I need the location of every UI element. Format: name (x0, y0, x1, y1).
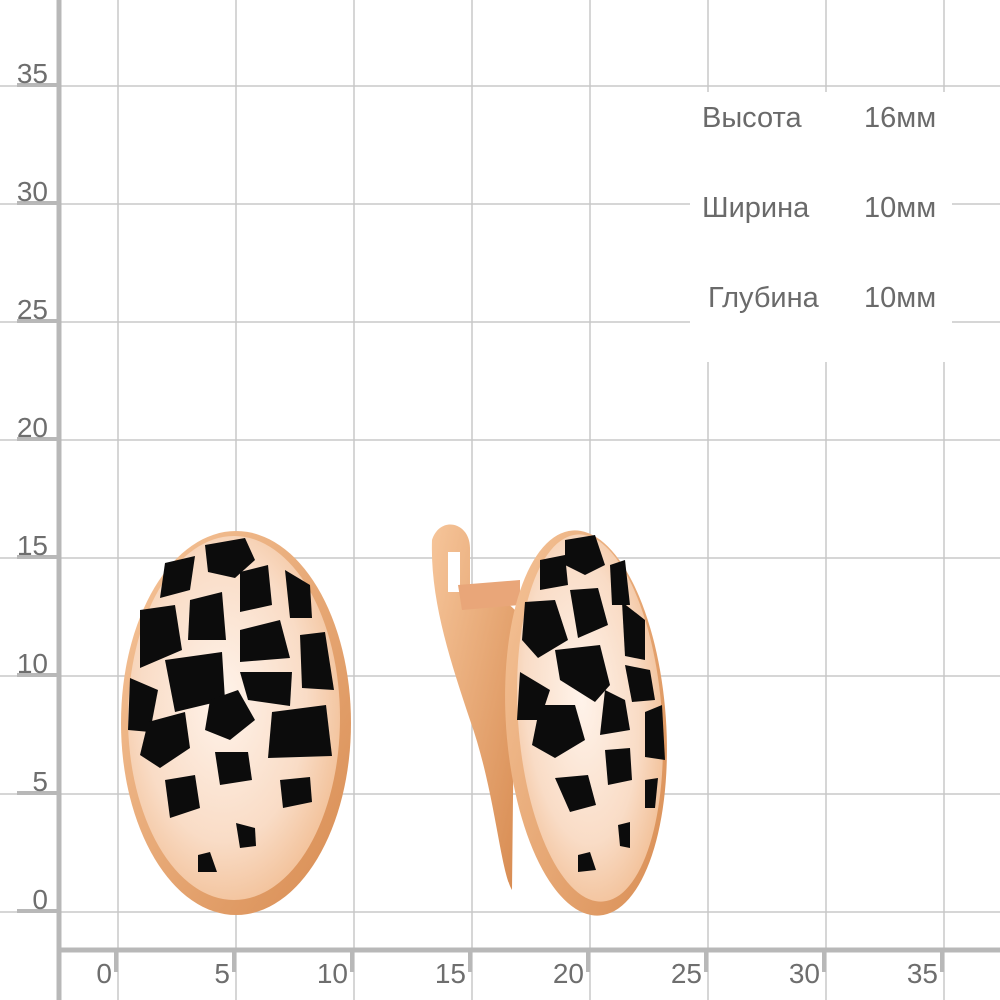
x-tick-label: 10 (316, 958, 348, 989)
y-tick-label: 10 (16, 648, 48, 679)
spec-depth: Глубина 10мм (690, 272, 952, 362)
x-tick-label: 0 (96, 958, 112, 989)
spec-value: 10мм (864, 192, 937, 224)
spec-label: Ширина (702, 192, 810, 224)
x-tick-label: 35 (906, 958, 938, 989)
y-tick-label: 15 (16, 530, 48, 561)
x-tick-label: 20 (552, 958, 584, 989)
y-tick-label: 35 (16, 58, 48, 89)
y-tick-label: 30 (16, 176, 48, 207)
dimensions-table: Высота 16мм Ширина 10мм Глубина 10мм (690, 92, 952, 362)
x-tick-label: 30 (788, 958, 820, 989)
right-earring (431, 524, 667, 916)
spec-value: 16мм (864, 102, 937, 134)
x-tick-label: 25 (670, 958, 702, 989)
spec-width: Ширина 10мм (690, 182, 952, 272)
spec-value: 10мм (864, 282, 937, 314)
spec-label: Высота (702, 102, 802, 134)
y-tick-label: 25 (16, 294, 48, 325)
spec-height: Высота 16мм (690, 92, 952, 182)
spec-label: Глубина (708, 282, 819, 314)
x-tick-label: 15 (434, 958, 466, 989)
x-tick-label: 5 (214, 958, 230, 989)
y-tick-label: 5 (32, 766, 48, 797)
y-tick-label: 20 (16, 412, 48, 443)
left-earring (121, 531, 351, 915)
y-tick-label: 0 (32, 884, 48, 915)
